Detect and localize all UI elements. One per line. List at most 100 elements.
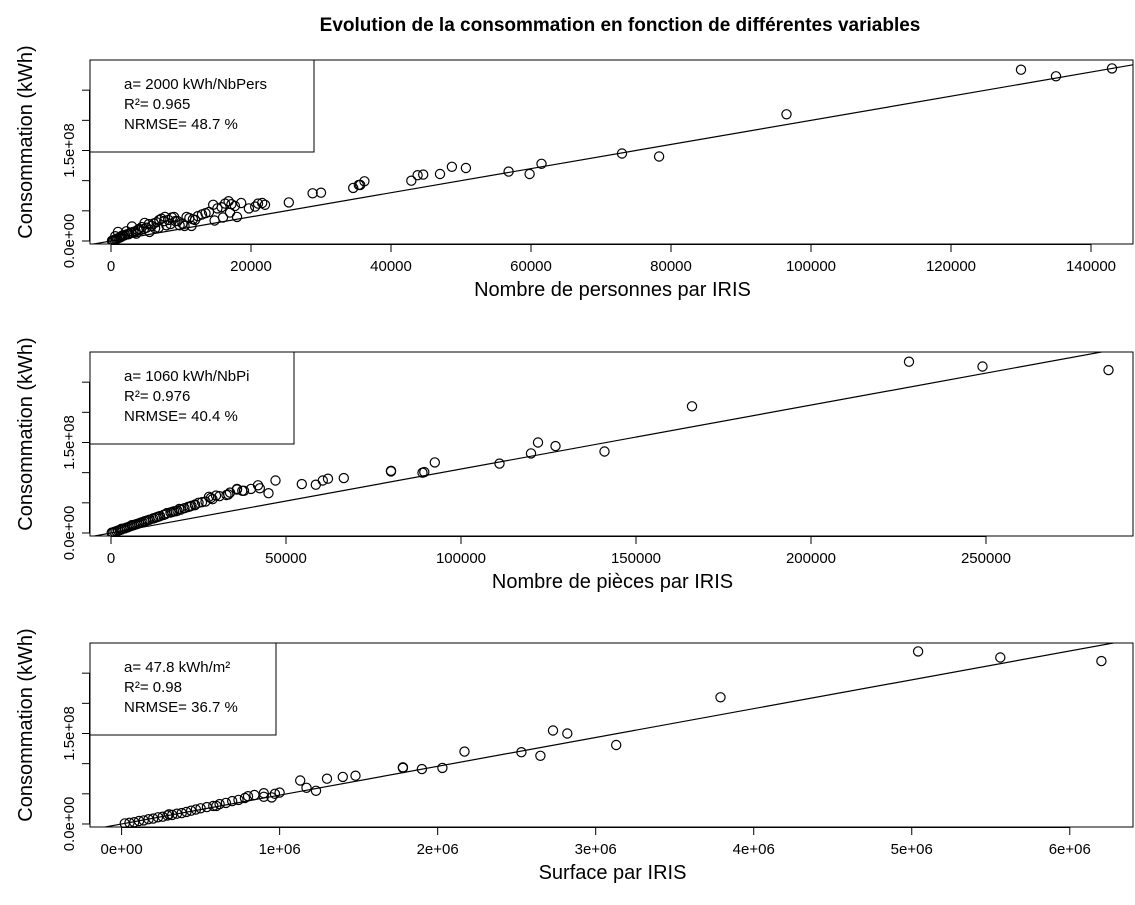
data-point [243,203,255,214]
legend-line: a= 2000 kWh/NbPers [124,76,267,93]
data-point [317,475,328,486]
data-point [599,446,610,457]
scatter-panel-2: 0 50000 100000 150000 200000 250000 Nombre de … [15,337,1134,593]
x-tick-label: 20000 [230,258,272,275]
x-tick-label: 150000 [611,550,661,567]
y-axis: 0.0e+00 1.5e+08 [61,381,90,561]
data-point [429,457,440,468]
data-point [301,782,312,794]
data-point [263,488,274,499]
plot-area [101,643,1117,827]
x-axis: 0 50000 100000 150000 200000 250000 [107,536,1011,567]
x-tick-label: 140000 [1066,258,1116,275]
legend-line: NRMSE= 40.4 % [124,408,238,425]
x-tick-label: 40000 [370,258,412,275]
data-point [995,652,1006,663]
data-point [235,197,247,209]
data-point [1106,63,1118,74]
data-point [249,201,261,212]
data-point [350,770,361,781]
y-tick-label: 0.0e+00 [61,797,78,852]
data-point [1050,71,1062,82]
data-point [161,220,172,231]
data-point [295,775,306,786]
data-point [258,791,269,803]
data-point [138,815,149,826]
data-point [109,526,120,536]
data-point [348,182,359,194]
data-point [189,500,201,511]
x-tick-label: 2e+06 [417,841,459,858]
data-point [416,763,428,775]
data-point [153,222,164,233]
data-point [503,166,514,177]
x-tick-label: 50000 [265,550,307,567]
x-tick-label: 80000 [650,258,692,275]
data-point [195,803,206,814]
y-tick-label: 1.5e+08 [61,706,78,761]
x-tick-label: 1e+06 [259,841,301,858]
data-point [781,109,792,120]
data-point [200,496,211,507]
data-point [616,148,628,159]
data-point [296,478,307,490]
x-tick-label: 60000 [510,258,552,275]
data-point [321,773,333,784]
x-tick-label: 250000 [961,550,1011,567]
data-point [231,484,243,495]
data-point [157,811,168,822]
data-point [611,739,622,751]
figure-title: Evolution de la consommation en fonction… [320,15,921,36]
data-point [550,440,561,452]
data-point [186,220,197,232]
data-point [123,229,134,240]
data-point [532,437,544,448]
data-point [201,801,213,813]
data-point [977,361,988,372]
x-tick-label: 100000 [786,258,836,275]
legend-line: R²= 0.976 [124,388,190,405]
data-point [535,750,546,762]
data-point [310,479,321,490]
data-point [237,485,248,496]
x-axis-title: Nombre de personnes par IRIS [474,279,751,301]
scatter-panel-3: 0e+00 1e+06 2e+06 3e+06 4e+06 5e+06 6e+06 Surfa… [15,628,1134,884]
data-point [412,169,423,181]
data-point [190,804,202,815]
data-point [353,179,364,191]
data-point [259,199,271,210]
data-point [1096,655,1107,667]
data-point [210,490,222,501]
x-tick-label: 0e+00 [101,841,143,858]
data-point [226,198,237,210]
y-tick-label: 0.0e+00 [61,506,78,561]
data-point [116,230,128,241]
x-axis: 0 20000 40000 60000 80000 100000 120000 140000 [107,244,1116,275]
data-point [207,494,218,505]
regression-line [91,352,1105,536]
data-point [223,195,234,207]
data-point [397,762,409,774]
data-point [547,725,559,736]
data-point [337,771,348,783]
x-tick-label: 0 [107,258,115,275]
x-tick-label: 100000 [436,550,486,567]
x-axis-title: Surface par IRIS [539,862,687,884]
data-point [912,646,924,657]
data-point [174,503,185,515]
legend: a= 1060 kWh/NbPi R²= 0.976 NRMSE= 40.4 % [89,351,295,445]
data-point [516,747,527,758]
data-point [226,795,238,807]
data-point [170,506,181,517]
x-tick-label: 0 [107,550,115,567]
data-point [322,473,334,484]
data-point [460,162,472,174]
data-point [116,523,127,535]
y-tick-label: 1.5e+08 [61,415,78,470]
data-point [224,207,236,218]
x-tick-label: 120000 [926,258,976,275]
data-point [152,812,164,823]
data-point [209,215,220,226]
data-point [562,728,573,739]
